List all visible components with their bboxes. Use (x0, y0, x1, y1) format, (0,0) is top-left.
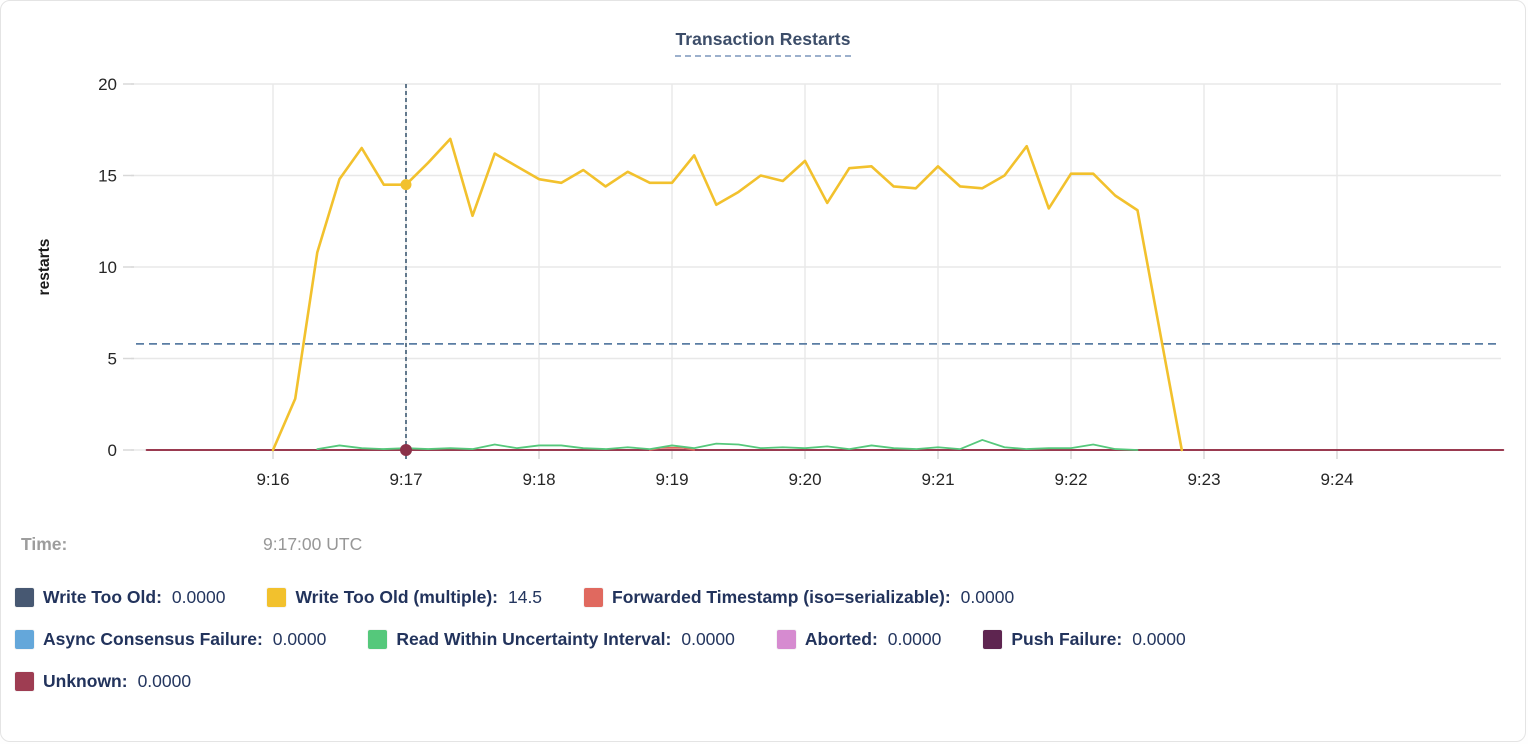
x-tick-label: 9:24 (1320, 470, 1353, 489)
legend-swatch-unknown (15, 672, 34, 691)
y-tick-label: 15 (98, 167, 117, 186)
legend-swatch-forwarded-timestamp-iso-serializable (584, 588, 604, 607)
legend-value: 0.0000 (137, 671, 192, 691)
legend-item-write-too-old[interactable]: Write Too Old: 0.0000 (15, 587, 225, 608)
x-tick-label: 9:20 (788, 470, 821, 489)
legend-value: 0.0000 (1132, 629, 1186, 649)
y-tick-label: 0 (108, 441, 117, 460)
legend-value: 0.0000 (171, 587, 226, 607)
hover-dot-unknown (400, 444, 412, 456)
x-tick-label: 9:18 (522, 470, 555, 489)
legend-item-aborted[interactable]: Aborted: 0.0000 (776, 629, 942, 650)
legend-item-unknown[interactable]: Unknown: 0.0000 (15, 671, 191, 692)
time-value: 9:17:00 UTC (263, 534, 363, 554)
x-tick-label: 9:23 (1187, 470, 1220, 489)
legend-value: 0.0000 (960, 587, 1015, 607)
legend-label: Async Consensus Failure: (43, 629, 263, 649)
legend-label: Write Too Old (multiple): (295, 587, 498, 607)
legend-item-write-too-old-multiple[interactable]: Write Too Old (multiple): 14.5 (267, 587, 542, 608)
legend-item-forwarded-timestamp-iso-serializable[interactable]: Forwarded Timestamp (iso=serializable): 0… (584, 587, 1014, 608)
legend-item-read-within-uncertainty-interval[interactable]: Read Within Uncertainty Interval: 0.0000 (368, 629, 735, 650)
x-tick-label: 9:22 (1054, 470, 1087, 489)
legend-swatch-aborted (776, 630, 796, 649)
legend-value: 0.0000 (887, 629, 942, 649)
legend-value: 0.0000 (681, 629, 735, 649)
x-tick-label: 9:21 (921, 470, 954, 489)
series-line-write-too-old-multiple (271, 137, 1184, 452)
x-tick-label: 9:16 (256, 470, 289, 489)
x-tick-label: 9:19 (655, 470, 688, 489)
legend-swatch-write-too-old-multiple (267, 588, 287, 607)
legend-label: Forwarded Timestamp (iso=serializable): (612, 587, 951, 607)
legend-item-push-failure[interactable]: Push Failure: 0.0000 (983, 629, 1186, 650)
legend-value: 0.0000 (272, 629, 327, 649)
legend-label: Push Failure: (1011, 629, 1123, 649)
x-tick-label: 9:17 (389, 470, 422, 489)
legend-row: Async Consensus Failure: 0.0000 Read Withi… (15, 629, 1515, 650)
legend-label: Read Within Uncertainty Interval: (396, 629, 672, 649)
legend-label: Write Too Old: (43, 587, 162, 607)
legend-swatch-async-consensus-failure (15, 630, 34, 649)
chart-title[interactable]: Transaction Restarts (675, 29, 851, 57)
hover-dot-write-too-old-multiple (400, 179, 412, 191)
y-tick-label: 5 (108, 350, 117, 369)
chart-header: Transaction Restarts (1, 29, 1525, 57)
y-tick-label: 20 (98, 75, 117, 94)
legend-swatch-push-failure (983, 630, 1003, 649)
legend-row: Unknown: 0.0000 (15, 671, 1515, 692)
legend-label: Aborted: (804, 629, 878, 649)
y-tick-label: 10 (98, 258, 117, 277)
legend-row: Write Too Old: 0.0000 Write Too Old (multi… (15, 587, 1515, 608)
legend-swatch-read-within-uncertainty-interval (368, 630, 388, 649)
legend-label: Unknown: (43, 671, 128, 691)
y-axis-label: restarts (36, 239, 53, 296)
legend-swatch-write-too-old (15, 588, 34, 607)
series-line-read-within-uncertainty-interval (316, 439, 1139, 451)
legend: Write Too Old: 0.0000 Write Too Old (multi… (15, 587, 1515, 713)
time-label: Time: (21, 534, 68, 554)
legend-value: 14.5 (507, 587, 543, 607)
legend-item-async-consensus-failure[interactable]: Async Consensus Failure: 0.0000 (15, 629, 326, 650)
